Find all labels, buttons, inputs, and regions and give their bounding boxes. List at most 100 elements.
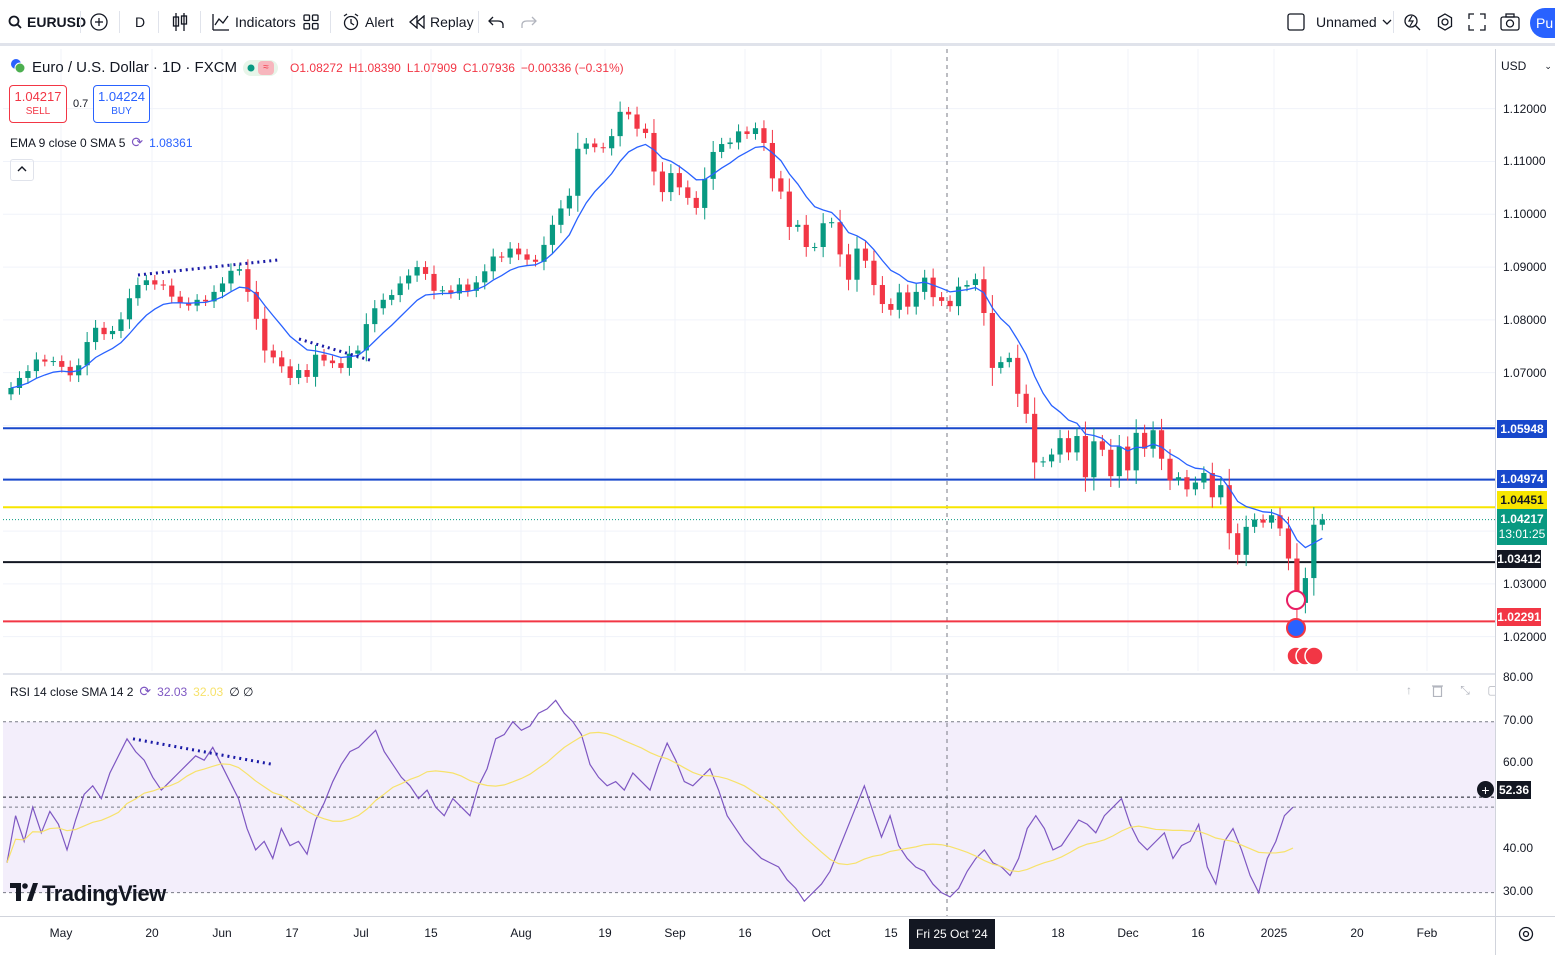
replay-label: Replay bbox=[430, 14, 474, 30]
candle-body bbox=[228, 270, 234, 284]
indicators-button[interactable]: Indicators bbox=[212, 0, 296, 44]
more-icon[interactable]: ▢ bbox=[1487, 683, 1499, 697]
settings-button[interactable] bbox=[1436, 0, 1454, 44]
time-axis-label: 16 bbox=[1191, 926, 1205, 940]
symbol-title[interactable]: Euro / U.S. Dollar · 1D · FXCM bbox=[32, 59, 238, 76]
rsi-axis-label: 30.00 bbox=[1503, 883, 1534, 898]
candle-body bbox=[744, 131, 750, 135]
candle-body bbox=[25, 371, 31, 378]
current-price-tag: 1.04217 13:01:25 bbox=[1497, 509, 1547, 545]
candle-body bbox=[642, 128, 649, 133]
candle-body bbox=[380, 299, 386, 309]
candle-body bbox=[321, 354, 327, 361]
candle-body bbox=[634, 114, 640, 129]
candles-icon bbox=[172, 12, 188, 32]
candle-body bbox=[1116, 446, 1122, 477]
toolbar-divider bbox=[330, 11, 331, 33]
layout-name-label: Unnamed bbox=[1316, 14, 1377, 30]
quick-search-button[interactable] bbox=[1403, 0, 1421, 44]
redo-button[interactable] bbox=[521, 0, 537, 44]
buy-button[interactable]: 1.04224 BUY bbox=[93, 85, 150, 123]
trash-icon[interactable] bbox=[1428, 681, 1446, 699]
candle-body bbox=[499, 256, 505, 258]
candle-body bbox=[516, 248, 522, 255]
arrow-up-icon[interactable]: ↑ bbox=[1406, 683, 1412, 697]
candle-body bbox=[532, 259, 539, 262]
interval-button[interactable]: D bbox=[135, 0, 145, 44]
toolbar-divider bbox=[478, 11, 479, 33]
candle-body bbox=[566, 195, 572, 209]
time-axis-label: Oct bbox=[811, 926, 831, 940]
candle-body bbox=[786, 191, 792, 227]
collapse-legend-button[interactable] bbox=[10, 159, 34, 181]
candle-body bbox=[1125, 446, 1131, 471]
chevron-down-icon: ⌄ bbox=[1544, 60, 1552, 71]
candle-body bbox=[1243, 526, 1249, 555]
snapshot-button[interactable] bbox=[1500, 0, 1520, 44]
candle-body bbox=[1252, 519, 1258, 527]
currency-selector[interactable]: USD ⌄ bbox=[1501, 59, 1552, 73]
current-price: 1.04217 bbox=[1500, 512, 1544, 526]
candle-body bbox=[473, 282, 479, 291]
time-axis[interactable]: May 20 Jun 17 Jul 15 Aug 19 Sep 16 Oct 15 18 Dec 16 202… bbox=[0, 916, 1495, 955]
main-chart-pane[interactable] bbox=[3, 49, 1495, 671]
candle-body bbox=[676, 173, 682, 188]
candle-body bbox=[1032, 413, 1038, 463]
price-axis-label: 1.08000 bbox=[1503, 312, 1547, 327]
alert-button[interactable]: Alert bbox=[342, 0, 394, 44]
market-status-icon[interactable]: ≈ bbox=[243, 59, 279, 76]
ema-legend[interactable]: EMA 9 close 0 SMA 5 ⟳ 1.08361 bbox=[10, 134, 193, 151]
candle-body bbox=[702, 178, 708, 208]
candle-body bbox=[829, 222, 835, 224]
add-plus-icon[interactable]: + bbox=[1477, 781, 1494, 798]
axis-settings-button[interactable] bbox=[1495, 916, 1555, 955]
candle-body bbox=[575, 148, 581, 196]
time-axis-label: Sep bbox=[664, 926, 686, 940]
candle-body bbox=[1302, 578, 1308, 603]
rsi-axis-label: 70.00 bbox=[1503, 712, 1534, 727]
rsi-legend[interactable]: RSI 14 close SMA 14 2 ⟳ 32.03 32.03 ∅ ∅ bbox=[10, 683, 253, 700]
collapse-icon[interactable]: ⤡ bbox=[1460, 682, 1470, 697]
sell-price: 1.04217 bbox=[14, 89, 62, 104]
candle-body bbox=[541, 244, 547, 262]
candle-body bbox=[888, 304, 894, 310]
price-axis-label: 1.11000 bbox=[1503, 154, 1546, 169]
candle-body bbox=[1235, 533, 1241, 555]
candle-body bbox=[372, 308, 378, 325]
candle-body bbox=[1040, 461, 1046, 463]
tradingview-logo: TradingView bbox=[10, 881, 166, 907]
candle-body bbox=[42, 359, 48, 362]
templates-button[interactable] bbox=[303, 0, 319, 44]
candle-body bbox=[955, 286, 962, 307]
candle-body bbox=[312, 354, 319, 377]
candle-body bbox=[101, 327, 107, 335]
chart-type-button[interactable] bbox=[172, 0, 188, 44]
sell-button[interactable]: 1.04217 SELL bbox=[9, 85, 67, 123]
rsi-pane[interactable] bbox=[3, 673, 1495, 916]
symbol-search-button[interactable]: EURUSD bbox=[8, 0, 86, 44]
buy-price: 1.04224 bbox=[98, 89, 145, 104]
layout-name-button[interactable]: Unnamed bbox=[1287, 0, 1392, 44]
candle-body bbox=[685, 187, 691, 198]
replay-button[interactable]: Replay bbox=[409, 0, 474, 44]
publish-button[interactable]: Pu bbox=[1530, 8, 1555, 38]
candle-body bbox=[1142, 432, 1148, 449]
candle-body bbox=[414, 267, 420, 276]
compare-symbol-button[interactable] bbox=[90, 0, 108, 44]
candle-body bbox=[972, 279, 979, 286]
bar-countdown: 13:01:25 bbox=[1498, 527, 1546, 541]
fullscreen-button[interactable] bbox=[1468, 0, 1486, 44]
search-bolt-icon bbox=[1403, 13, 1421, 31]
time-axis-label: 15 bbox=[424, 926, 438, 940]
candle-body bbox=[558, 208, 564, 225]
candle-body bbox=[1201, 472, 1207, 483]
toolbar-divider bbox=[158, 11, 159, 33]
indicators-label: Indicators bbox=[235, 14, 296, 30]
level-tag: 1.03412 bbox=[1497, 550, 1541, 568]
candle-body bbox=[998, 362, 1004, 368]
candle-body bbox=[1006, 357, 1012, 363]
rsi-axis-label: 80.00 bbox=[1503, 670, 1534, 684]
candle-body bbox=[668, 173, 674, 193]
time-axis-label: 17 bbox=[285, 926, 299, 940]
undo-button[interactable] bbox=[488, 0, 504, 44]
